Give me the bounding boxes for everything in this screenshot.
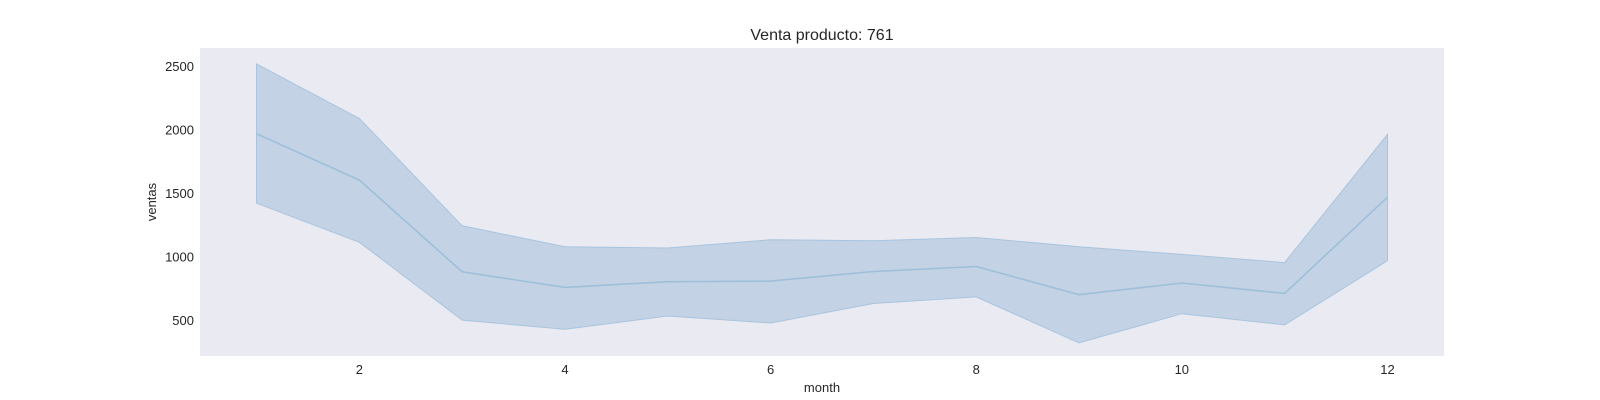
x-tick-label: 12 (1380, 362, 1394, 377)
y-tick-label: 1500 (165, 186, 194, 201)
series-line (256, 132, 1389, 296)
y-axis-label: ventas (144, 182, 159, 221)
x-axis-label: month (804, 380, 840, 395)
confidence-band-layer (256, 63, 1388, 344)
y-tick-label: 2500 (165, 59, 194, 74)
y-tick-label: 500 (172, 313, 194, 328)
x-tick-label: 8 (973, 362, 980, 377)
x-tick-label: 10 (1175, 362, 1189, 377)
confidence-band (256, 63, 1388, 344)
x-tick-label: 2 (356, 362, 363, 377)
y-tick-label: 1000 (165, 249, 194, 264)
y-axis-ticks: 500 1000 1500 2000 2500 (165, 59, 194, 328)
series-line-layer (256, 132, 1389, 296)
chart-title: Venta producto: 761 (750, 27, 893, 44)
x-tick-label: 6 (767, 362, 774, 377)
x-axis-ticks: 2 4 6 8 10 12 (356, 362, 1395, 377)
y-tick-label: 2000 (165, 122, 194, 137)
x-tick-label: 4 (561, 362, 568, 377)
